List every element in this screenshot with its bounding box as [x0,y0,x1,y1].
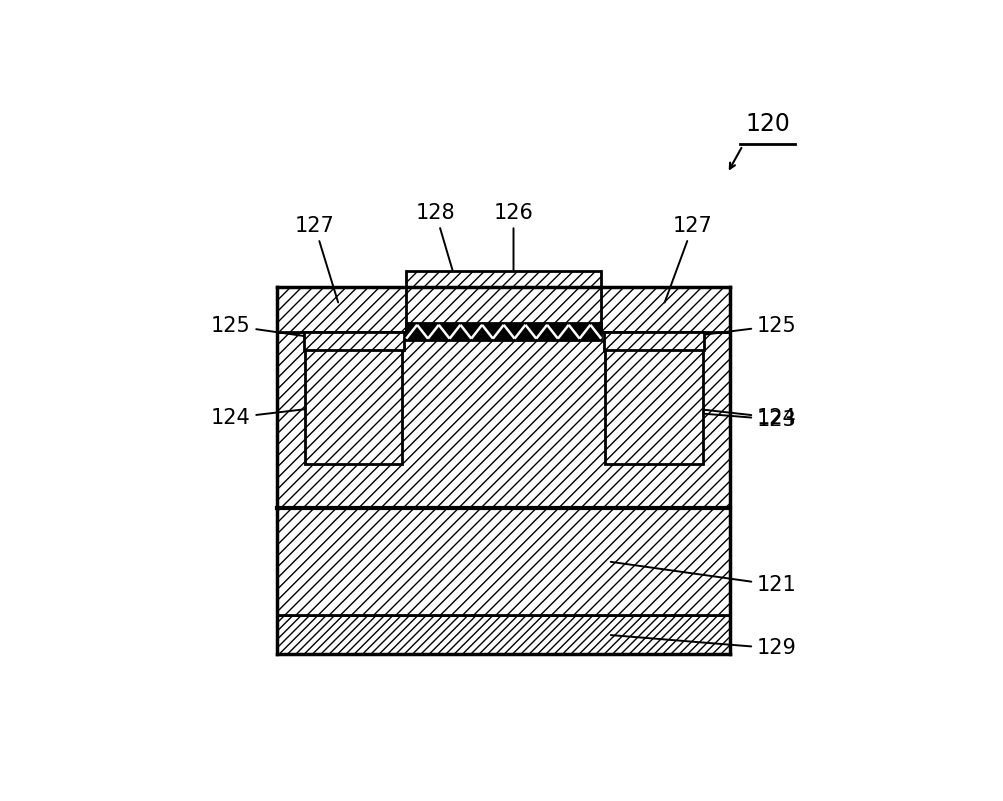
Text: 124: 124 [211,405,341,428]
Text: 123: 123 [606,406,795,429]
Text: 127: 127 [295,215,338,303]
Bar [277,288,730,332]
Bar [604,332,703,350]
Bar [277,615,730,654]
Bar [277,332,730,508]
Text: 120: 120 [744,112,789,136]
Text: 125: 125 [211,316,335,340]
Bar [277,508,730,615]
Text: 129: 129 [610,635,795,658]
Bar [605,332,702,465]
Bar [303,332,403,350]
Text: 125: 125 [656,316,795,340]
Text: 124: 124 [661,405,795,428]
Text: 126: 126 [493,203,533,329]
Bar [406,323,601,340]
Text: 128: 128 [415,203,459,296]
Bar [305,332,402,465]
Text: 121: 121 [610,562,795,595]
Bar [406,272,601,332]
Text: 127: 127 [664,215,712,303]
